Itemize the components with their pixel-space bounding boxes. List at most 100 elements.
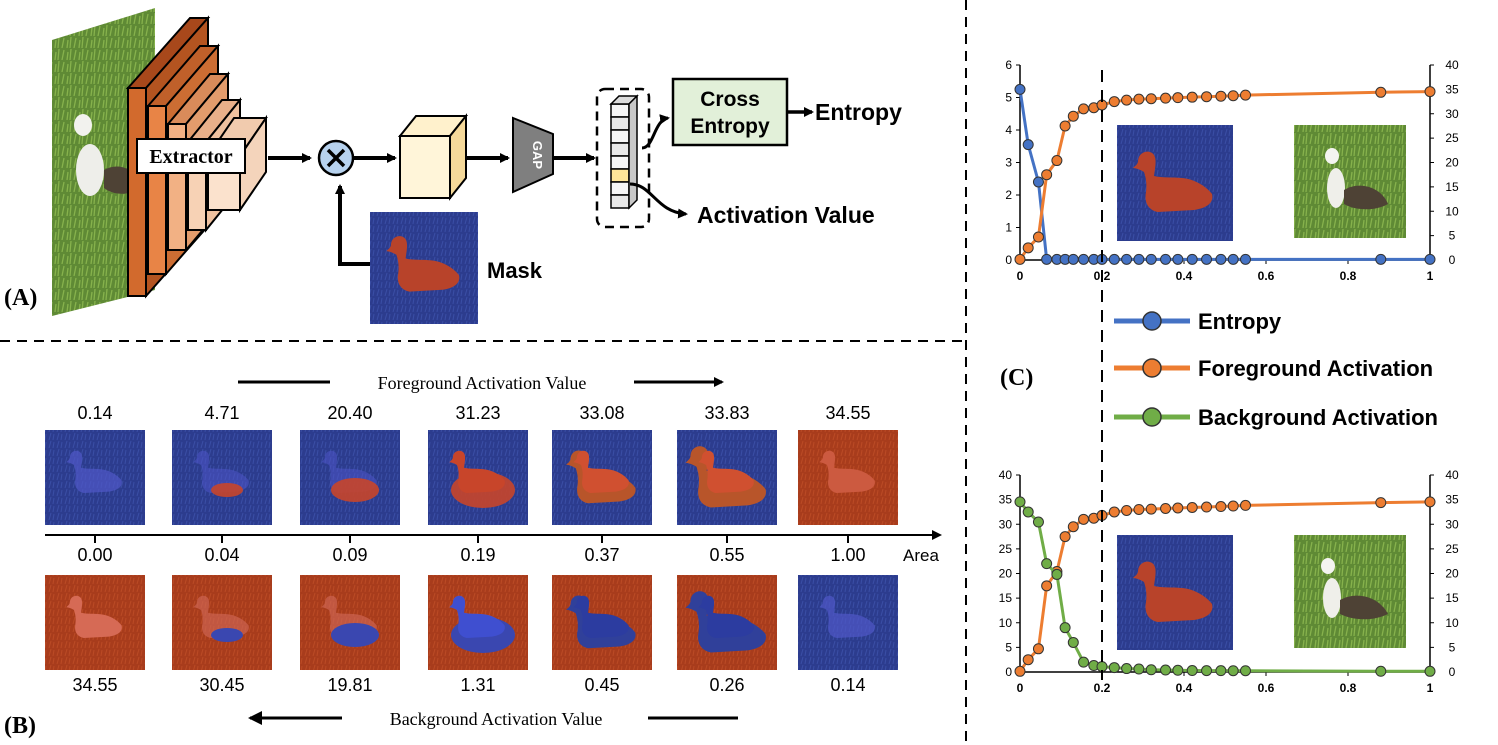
fg-activation-value: 33.83 <box>704 403 749 423</box>
x-tick-label: 1 <box>1427 681 1434 695</box>
data-point <box>1186 253 1198 265</box>
data-point <box>1067 636 1079 648</box>
entropy-output-label: Entropy <box>815 99 902 125</box>
y-right-tick-label: 30 <box>1445 517 1459 531</box>
data-point <box>1014 496 1026 508</box>
data-point <box>1227 665 1239 677</box>
arrow-vector-to-cross-entropy <box>641 114 670 150</box>
y-left-tick-label: 6 <box>1005 58 1012 72</box>
data-point <box>1014 665 1026 677</box>
data-point <box>1201 91 1213 103</box>
data-point <box>1172 92 1184 104</box>
cross-entropy-label-1: Cross <box>700 88 760 111</box>
data-point <box>1059 120 1071 132</box>
data-point <box>1022 242 1034 254</box>
panel-a-pipeline: Extractor Mask GAP <box>4 8 902 324</box>
extractor-label-box <box>136 138 246 174</box>
arrow-to-activation <box>629 182 688 219</box>
vector-cell <box>610 181 630 196</box>
area-axis-label: Area <box>903 546 939 565</box>
data-point <box>1186 502 1198 514</box>
data-point <box>1375 665 1387 677</box>
y-left-tick-label: 20 <box>999 567 1013 581</box>
x-tick-label: 0.6 <box>1258 681 1275 695</box>
fg-activation-value: 4.71 <box>204 403 239 423</box>
y-right-tick-label: 5 <box>1449 229 1456 243</box>
mask-label: Mask <box>487 258 543 283</box>
x-tick-label: 0.4 <box>1176 269 1193 283</box>
y-right-tick-label: 30 <box>1445 107 1459 121</box>
bg-region <box>211 628 243 642</box>
data-point <box>1240 89 1251 101</box>
data-point <box>1145 503 1157 515</box>
bg-arrow-label: Background Activation Value <box>390 709 603 729</box>
data-point <box>1067 253 1079 265</box>
legend-label: Entropy <box>1198 309 1282 334</box>
bg-activation-value: 1.31 <box>460 675 495 695</box>
data-point <box>1108 96 1120 108</box>
y-right-tick-label: 10 <box>1445 616 1459 630</box>
fg-region <box>211 483 243 497</box>
data-point <box>1041 253 1053 265</box>
gap-block: GAP <box>512 116 554 194</box>
data-point <box>1022 654 1034 666</box>
bg-activation-value: 19.81 <box>327 675 372 695</box>
bg-region <box>331 623 379 647</box>
data-point <box>1186 91 1198 103</box>
data-point <box>1172 502 1184 514</box>
data-point <box>1172 664 1184 676</box>
x-tick-label: 1 <box>1427 269 1434 283</box>
y-right-tick-label: 10 <box>1445 204 1459 218</box>
panel-b-label: (B) <box>4 713 36 739</box>
y-left-tick-label: 30 <box>999 517 1013 531</box>
data-point <box>1215 501 1227 513</box>
data-point <box>1121 94 1133 106</box>
fg-activation-value: 34.55 <box>825 403 870 423</box>
data-point <box>1108 253 1120 265</box>
vector-cell <box>610 116 630 131</box>
data-point <box>1041 169 1053 181</box>
feature-cube <box>397 113 469 201</box>
data-point <box>1133 503 1145 515</box>
chart-legend: Entropy Foreground Activation Background A… <box>1114 309 1438 430</box>
cross-entropy-box: Cross Entropy <box>671 77 789 147</box>
data-point <box>1014 253 1026 265</box>
area-value: 0.00 <box>77 545 112 565</box>
data-point <box>1032 176 1044 188</box>
vector-cell <box>610 155 630 170</box>
y-left-tick-label: 40 <box>999 468 1013 482</box>
y-right-tick-label: 0 <box>1449 253 1456 267</box>
fg-activation-value: 0.14 <box>77 403 112 423</box>
fg-arrow-label: Foreground Activation Value <box>378 373 587 393</box>
fg-activation-value: 20.40 <box>327 403 372 423</box>
data-point <box>1227 90 1239 102</box>
data-point <box>1375 497 1387 509</box>
feature-vector <box>595 87 651 229</box>
data-point <box>1424 86 1436 98</box>
data-point <box>1160 664 1172 676</box>
vector-cell <box>610 142 630 157</box>
mask-image <box>370 212 478 324</box>
y-left-tick-label: 3 <box>1005 156 1012 170</box>
x-tick-label: 0.8 <box>1340 681 1357 695</box>
data-point <box>1059 622 1071 634</box>
data-point <box>1240 499 1251 511</box>
panel-c-label: (C) <box>1000 365 1033 391</box>
y-left-tick-label: 1 <box>1005 221 1012 235</box>
legend-marker <box>1142 358 1162 378</box>
bg-activation-value: 0.26 <box>709 675 744 695</box>
data-point <box>1032 231 1044 243</box>
data-point <box>1227 253 1239 265</box>
extractor-label: Extractor <box>149 146 232 168</box>
area-value: 1.00 <box>830 545 865 565</box>
data-point <box>1108 506 1120 518</box>
y-left-tick-label: 0 <box>1005 253 1012 267</box>
data-point <box>1078 253 1090 265</box>
vector-cell <box>610 168 630 183</box>
data-point <box>1121 253 1133 265</box>
legend-marker <box>1142 311 1162 331</box>
bg-activation-value: 0.45 <box>584 675 619 695</box>
